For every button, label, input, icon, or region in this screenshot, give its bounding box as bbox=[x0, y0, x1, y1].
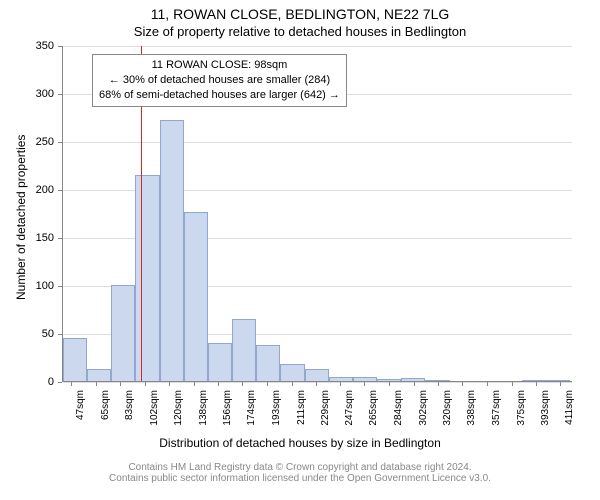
annotation-line: 11 ROWAN CLOSE: 98sqm bbox=[99, 58, 340, 73]
histogram-bar bbox=[160, 120, 184, 381]
x-tick-label: 211sqm bbox=[296, 390, 307, 425]
annotation-box: 11 ROWAN CLOSE: 98sqm← 30% of detached h… bbox=[92, 54, 347, 107]
histogram-bar bbox=[184, 212, 208, 381]
y-tick-mark bbox=[58, 286, 62, 287]
x-tick-mark bbox=[364, 382, 365, 386]
x-tick-label: 65sqm bbox=[100, 390, 111, 420]
gridline bbox=[63, 382, 572, 383]
gridline bbox=[63, 46, 572, 47]
x-tick-mark bbox=[218, 382, 219, 386]
histogram-bar bbox=[546, 380, 570, 381]
x-tick-mark bbox=[169, 382, 170, 386]
y-tick-label: 300 bbox=[24, 88, 54, 100]
y-tick-mark bbox=[58, 94, 62, 95]
x-tick-label: 265sqm bbox=[368, 390, 379, 426]
histogram-bar bbox=[305, 369, 329, 381]
x-tick-mark bbox=[267, 382, 268, 386]
y-tick-label: 50 bbox=[24, 328, 54, 340]
histogram-bar bbox=[256, 345, 280, 381]
x-tick-mark bbox=[560, 382, 561, 386]
histogram-bar bbox=[111, 285, 135, 381]
footer-text: Contains HM Land Registry data © Crown c… bbox=[0, 462, 600, 484]
x-tick-label: 393sqm bbox=[540, 390, 551, 426]
x-tick-label: 193sqm bbox=[271, 390, 282, 426]
y-tick-mark bbox=[58, 190, 62, 191]
y-tick-label: 250 bbox=[24, 136, 54, 148]
x-tick-label: 375sqm bbox=[516, 390, 527, 426]
annotation-line: 68% of semi-detached houses are larger (… bbox=[99, 88, 340, 103]
histogram-bar bbox=[401, 378, 425, 381]
y-tick-label: 0 bbox=[24, 376, 54, 388]
y-tick-mark bbox=[58, 142, 62, 143]
y-tick-mark bbox=[58, 334, 62, 335]
x-tick-mark bbox=[316, 382, 317, 386]
histogram-bar bbox=[425, 380, 449, 381]
histogram-bar bbox=[87, 369, 111, 381]
histogram-bar bbox=[208, 343, 232, 381]
x-tick-label: 411sqm bbox=[564, 390, 575, 425]
annotation-line: ← 30% of detached houses are smaller (28… bbox=[99, 73, 340, 88]
x-tick-mark bbox=[487, 382, 488, 386]
histogram-bar bbox=[135, 175, 159, 381]
y-axis-label: Number of detached properties bbox=[14, 135, 28, 300]
y-tick-label: 350 bbox=[24, 40, 54, 52]
histogram-bar bbox=[377, 379, 401, 381]
x-tick-mark bbox=[292, 382, 293, 386]
x-tick-label: 229sqm bbox=[320, 390, 331, 426]
histogram-bar bbox=[522, 380, 546, 381]
histogram-bar bbox=[232, 319, 256, 381]
y-tick-label: 200 bbox=[24, 184, 54, 196]
x-tick-label: 138sqm bbox=[198, 390, 209, 426]
x-tick-label: 302sqm bbox=[418, 390, 429, 426]
x-tick-mark bbox=[536, 382, 537, 386]
x-tick-label: 338sqm bbox=[466, 390, 477, 426]
histogram-bar bbox=[280, 364, 304, 381]
x-tick-mark bbox=[389, 382, 390, 386]
x-tick-mark bbox=[120, 382, 121, 386]
x-axis-label: Distribution of detached houses by size … bbox=[0, 436, 600, 450]
footer-line2: Contains public sector information licen… bbox=[0, 473, 600, 484]
chart-title: 11, ROWAN CLOSE, BEDLINGTON, NE22 7LG bbox=[0, 6, 600, 22]
x-tick-mark bbox=[462, 382, 463, 386]
x-tick-label: 83sqm bbox=[124, 390, 135, 420]
x-tick-mark bbox=[512, 382, 513, 386]
y-tick-mark bbox=[58, 238, 62, 239]
x-tick-mark bbox=[194, 382, 195, 386]
x-tick-mark bbox=[71, 382, 72, 386]
y-tick-label: 150 bbox=[24, 232, 54, 244]
x-tick-label: 156sqm bbox=[222, 390, 233, 426]
x-tick-mark bbox=[242, 382, 243, 386]
x-tick-mark bbox=[340, 382, 341, 386]
x-tick-label: 47sqm bbox=[75, 390, 86, 420]
x-tick-label: 120sqm bbox=[173, 390, 184, 426]
x-tick-mark bbox=[145, 382, 146, 386]
gridline bbox=[63, 142, 572, 143]
x-tick-label: 284sqm bbox=[393, 390, 404, 426]
chart-subtitle: Size of property relative to detached ho… bbox=[0, 24, 600, 39]
y-tick-mark bbox=[58, 382, 62, 383]
x-tick-label: 357sqm bbox=[491, 390, 502, 426]
x-tick-label: 102sqm bbox=[149, 390, 160, 426]
x-tick-mark bbox=[414, 382, 415, 386]
footer-line1: Contains HM Land Registry data © Crown c… bbox=[0, 462, 600, 473]
x-tick-mark bbox=[96, 382, 97, 386]
x-tick-mark bbox=[438, 382, 439, 386]
x-tick-label: 247sqm bbox=[344, 390, 355, 426]
histogram-bar bbox=[353, 377, 377, 381]
histogram-bar bbox=[329, 377, 353, 381]
x-tick-label: 174sqm bbox=[246, 390, 257, 426]
y-tick-label: 100 bbox=[24, 280, 54, 292]
y-tick-mark bbox=[58, 46, 62, 47]
x-tick-label: 320sqm bbox=[442, 390, 453, 426]
histogram-bar bbox=[63, 338, 87, 381]
